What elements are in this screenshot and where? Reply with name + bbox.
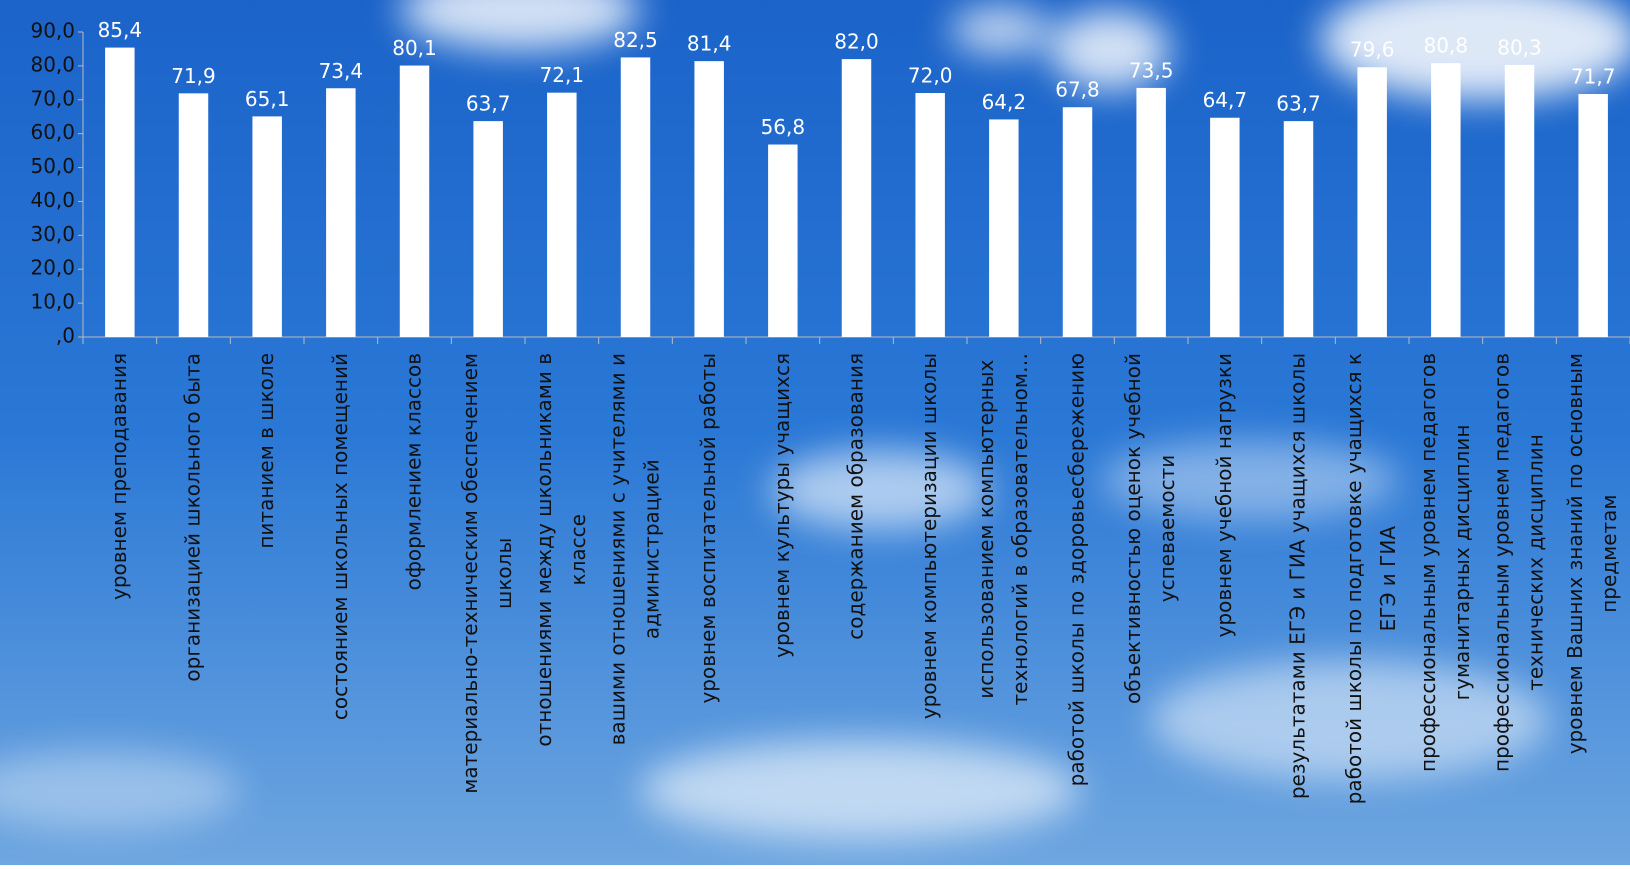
x-tick-label: уровнем компьютеризации школы	[917, 353, 941, 719]
bar	[768, 144, 798, 337]
bar	[1136, 87, 1166, 338]
value-label: 64,2	[982, 90, 1027, 114]
value-label: 82,0	[834, 30, 879, 54]
x-tick-label: уровнем культуры учащихся	[769, 353, 793, 658]
value-label: 80,3	[1497, 35, 1542, 59]
x-tick-label: питанием в школе	[254, 353, 278, 549]
bar	[694, 61, 724, 338]
x-tick-label: уровнем воспитательной работы	[696, 353, 720, 704]
value-label: 80,1	[392, 36, 437, 60]
x-tick-label: оформлением классов	[401, 353, 425, 590]
y-tick-label: ,0	[56, 324, 75, 348]
x-tick-label: работой школы по здоровьесбережению	[1064, 353, 1088, 786]
bar	[1357, 67, 1387, 337]
bar	[620, 57, 651, 338]
bar	[1504, 64, 1535, 337]
value-label: 72,1	[540, 63, 585, 87]
bar	[1062, 107, 1093, 337]
value-label: 64,7	[1203, 88, 1248, 112]
value-label: 80,8	[1424, 34, 1469, 58]
value-label: 56,8	[761, 115, 806, 139]
y-tick-label: 60,0	[30, 120, 75, 144]
bar	[1283, 121, 1314, 337]
x-tick-label: состоянием школьных помещений	[327, 353, 351, 720]
value-label: 81,4	[687, 32, 732, 56]
value-label: 73,4	[319, 59, 364, 83]
bar	[178, 93, 209, 337]
value-label: 71,9	[171, 64, 216, 88]
y-tick-label: 40,0	[30, 188, 75, 212]
bar	[473, 121, 503, 337]
bar	[399, 65, 430, 338]
y-tick-label: 70,0	[30, 86, 75, 110]
bar	[252, 116, 282, 337]
value-label: 85,4	[98, 18, 143, 42]
bar	[1210, 117, 1240, 337]
x-tick-label: профессиональным уровнем педагогов технич…	[1489, 353, 1547, 772]
bar	[989, 119, 1019, 337]
x-tick-label: организацией школьного быта	[180, 353, 204, 682]
value-label: 72,0	[908, 64, 953, 88]
y-tick-label: 90,0	[30, 19, 75, 43]
value-label: 73,5	[1129, 58, 1174, 82]
x-tick-label: вашими отношениями с учителями и админист…	[605, 353, 663, 745]
bar	[841, 59, 872, 337]
value-label: 82,5	[613, 28, 658, 52]
x-tick-label: профессиональным уровнем педагогов гумани…	[1415, 353, 1473, 772]
x-tick-label: использованием компьютерных технологий в …	[973, 353, 1031, 706]
x-tick-label: результатами ЕГЭ и ГИА учащихся школы	[1285, 353, 1309, 799]
bar	[915, 93, 945, 337]
x-tick-label: материально-техническим обеспечением школ…	[458, 353, 516, 794]
y-tick-label: 50,0	[30, 154, 75, 178]
x-tick-label: содержанием образования	[843, 353, 867, 640]
bar	[547, 92, 577, 338]
value-label: 79,6	[1350, 38, 1395, 62]
y-tick-label: 30,0	[30, 222, 75, 246]
x-tick-label: работой школы по подготовке учащихся к ЕГ…	[1342, 353, 1400, 804]
value-label: 63,7	[1276, 92, 1321, 116]
x-tick-label: уровнем учебной нагрузки	[1211, 353, 1235, 637]
bar	[105, 47, 135, 337]
value-label: 65,1	[245, 87, 290, 111]
x-tick-label: отношениями между школьниками в классе	[531, 353, 589, 747]
x-tick-label: объективностью оценок учебной успеваемост…	[1121, 353, 1179, 704]
x-tick-label: уровнем преподавания	[106, 353, 130, 600]
x-tick-label: уровнем Вашних знаний по основным предмет…	[1563, 353, 1621, 754]
value-label: 71,7	[1571, 65, 1616, 89]
bar	[1578, 94, 1608, 338]
clouds	[0, 0, 1630, 840]
bar	[326, 88, 356, 337]
value-label: 63,7	[466, 92, 511, 116]
y-tick-label: 80,0	[30, 52, 75, 76]
bar	[1431, 63, 1461, 338]
value-label: 67,8	[1055, 78, 1100, 102]
y-tick-label: 20,0	[30, 256, 75, 280]
y-tick-label: 10,0	[30, 290, 75, 314]
